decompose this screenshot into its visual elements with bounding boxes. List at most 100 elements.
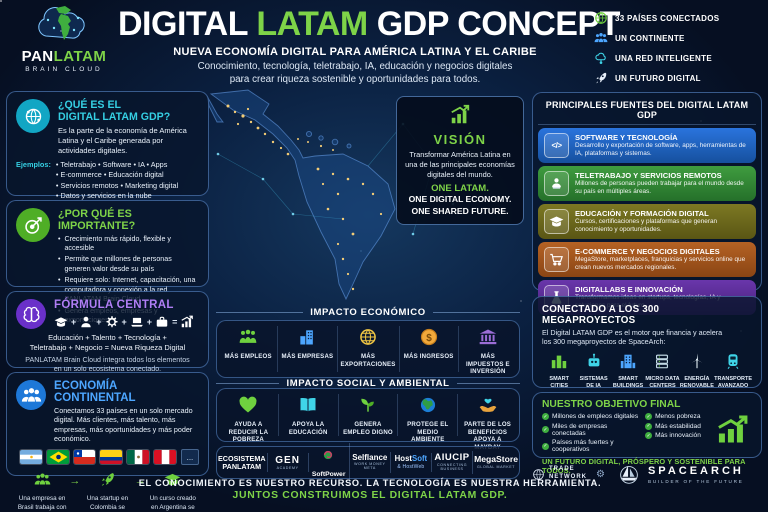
heart-icon [239,396,257,413]
flag-peru [154,450,176,465]
rocket-icon [101,473,114,487]
spacearch-tagline: BUILDER OF THE FUTURE [647,478,744,484]
people-icon [594,33,608,43]
partner-hostsoft: HostSoft & HostWeb [391,452,432,473]
briefcase-icon [156,316,168,327]
dollar-coin-icon: $ [420,328,437,346]
page-subtitle: NUEVA ECONOMÍA DIGITAL PARA AMÉRICA LATI… [173,46,537,58]
check-item: ✓ Millones de empleos digitales [542,413,639,420]
hands-heart-icon [479,398,496,412]
panel-main-sources: PRINCIPALES FUENTES DEL DIGITAL LATAM GD… [532,92,762,315]
badge-label: UN FUTURO DIGITAL [615,73,701,83]
workers-icon [239,329,257,343]
badge-future: UN FUTURO DIGITAL [594,71,719,85]
more-flags: ... [180,449,199,466]
brand-row: TRADE NETWORK ⚙ SPACEARCH BUILDER OF THE … [532,461,762,487]
impact-item: APOYA LA EDUCACIÓN [279,394,339,436]
megaprojects-title: CONECTADO A LOS 300 MEGAPROYECTOS [542,304,660,326]
impact-item: PARTE DE LOS BENEFICIOS APOYA A MAYDAY [458,394,517,451]
partners-bar: ECOSISTEMA PANLATAM GEN ACADEMY SoftPowe… [216,442,520,483]
source-ecommerce: E-COMMERCE Y NEGOCIOS DIGITALES MegaStor… [538,242,756,277]
badge-label: UNA RED INTELIGENTE [615,53,712,63]
badge-countries: 33 PAÍSES CONECTADOS [594,11,719,25]
page-tagline: Conocimiento, tecnología, teletrabajo, I… [197,61,513,85]
flag-argentina [20,450,42,465]
megaproject-item: TRANSPORTE AVANZADO [714,352,752,390]
people-icon [34,473,50,485]
laptop-icon [130,317,143,327]
partner-aiucip: AIUCIP CONNECTING BUSINESS [432,450,474,475]
bullet-item: • Crecimiento más rápido, flexible y acce… [58,234,171,252]
megaprojects-body: El Digital LATAM GDP es el motor que fin… [542,328,723,347]
badge-network: UNA RED INTELIGENTE [594,51,719,65]
arrow-icon: → [69,475,81,488]
check-icon: ✓ [645,432,653,439]
flag-chile [73,450,96,465]
continental-cases: Una empresa en Brasil trabaja con talent… [16,471,199,512]
company-building-icon [300,330,314,345]
panel-what-is: ¿QUÉ ES EL DIGITAL LATAM GDP? Es la parte… [6,91,209,200]
svg-text:$: $ [426,333,432,344]
header-badges: 33 PAÍSES CONECTADOS UN CONTINENTE UNA R… [594,11,719,91]
robot-icon [588,353,600,367]
remote-worker-icon [544,171,569,196]
formula-equation-text: Educación + Talento + Tecnología + Teletr… [29,333,186,353]
check-item: ✓ Países más fuertes y cooperativos [542,439,614,453]
partner-gen-academy: GEN ACADEMY [268,452,309,473]
vision-line3: ONE SHARED FUTURE. [411,205,509,216]
social-impact-panel: AYUDA A REDUCIR LA POBREZA APOYA LA EDUC… [216,388,520,451]
case-item: Una empresa en Brasil trabaja con talent… [16,471,68,512]
growth-chart-icon [718,415,748,443]
impact-item: PROTEGE EL MEDIO AMBIENTE [398,394,459,443]
panel-title: FÓRMULA CENTRAL [54,299,174,311]
page-title: DIGITAL LATAM GDP CONCEPT [118,5,620,43]
check-icon: ✓ [542,442,549,450]
goal-checks-left: ✓ Millones de empleos digitales ✓ Miles de… [542,413,641,453]
impact-item: AYUDA A REDUCIR LA POBREZA [219,394,279,443]
vision-line2: ONE DIGITAL ECONOMY. [408,193,512,204]
impact-item: MÁS EMPLEOS [219,326,279,372]
partner-softpower: SoftPower [309,442,350,483]
impact-item: MÁS EMPRESAS [278,326,338,372]
check-icon: ✓ [645,422,653,430]
panel-megaprojects: CONECTADO A LOS 300 MEGAPROYECTOS El Dig… [532,296,762,390]
building-icon [620,354,636,368]
economic-impact-panel: MÁS EMPLEOS MÁS EMPRESAS MÁS EXPORTACION… [216,320,520,378]
city-icon [552,355,567,368]
bank-icon [479,329,497,345]
brain-icon [16,299,46,329]
earth-icon [420,397,435,413]
vision-title: VISIÓN [433,132,487,147]
graduation-cap-icon [165,474,181,486]
softpower-swirl-icon [323,447,333,460]
globe-icon [595,12,607,24]
megaproject-item: SISTEMAS DE IA [576,352,610,390]
brain-cloud-icon [38,6,85,40]
economic-impact-title: IMPACTO ECONÓMICO [216,307,520,318]
target-icon [16,208,50,242]
panel-why-important: ¿POR QUÉ ES IMPORTANTE? • Crecimiento más… [6,200,209,324]
impact-item: $ MÁS INGRESOS [400,326,459,372]
goal-title: NUESTRO OBJETIVO FINAL [542,399,681,410]
megaproject-item: MICRO DATA CENTERS [645,352,680,390]
arrow-icon: → [134,475,146,488]
megaproject-item: ENERGÍA RENOVABLE [680,352,714,390]
check-item: ✓ Menos pobreza [645,413,701,420]
formula-body: PANLATAM Brain Cloud integra todos los e… [25,356,190,374]
panel-title: ¿POR QUÉ ES IMPORTANTE? [58,208,136,232]
impact-item: MÁS IMPUESTOS E INVERSIÓN [459,326,517,375]
gear-icon [105,316,118,328]
graduation-cap-icon [544,209,569,234]
check-item: ✓ Más innovación [645,432,701,439]
growth-chart-icon [451,104,470,124]
source-software: </> SOFTWARE Y TECNOLOGÍA Desarrollo y e… [538,128,756,163]
check-icon: ✓ [645,413,653,420]
trade-globe-icon [533,468,544,480]
panel-final-goal: NUESTRO OBJETIVO FINAL ✓ Millones de empl… [532,392,762,475]
megaproject-item: SMART BUILDINGS [611,352,645,390]
megaprojects-icons: SMART CITIES SISTEMAS DE IA SMART BUILDI… [542,352,752,390]
check-item: ✓ Más estabilidad [645,422,701,430]
gear-icon: ⚙ [596,468,605,480]
person-icon [81,316,91,328]
trade-network-logo: TRADE NETWORK [532,466,587,482]
